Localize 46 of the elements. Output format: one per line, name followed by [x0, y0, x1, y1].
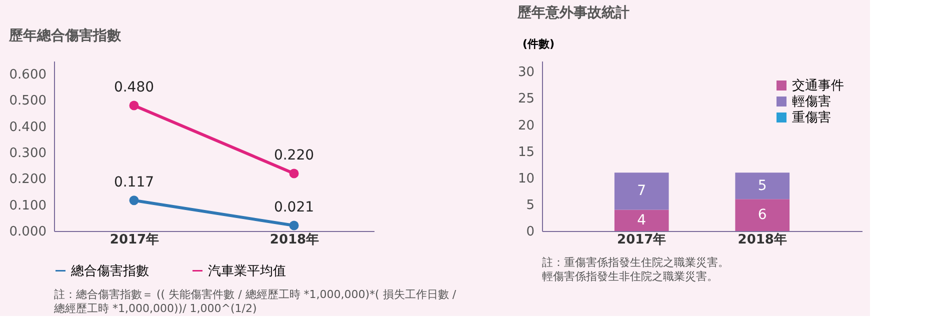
x-tick-label: 2018年	[270, 232, 320, 248]
legend-label: 總合傷害指數	[70, 262, 149, 279]
y-tick-label: 10	[518, 171, 534, 186]
data-label: 0.480	[114, 79, 154, 96]
legend-label: 汽車業平均值	[208, 264, 286, 279]
bar	[614, 172, 669, 210]
point	[289, 168, 299, 178]
y-tick-label: 0.400	[9, 120, 46, 135]
y-tick-label: 0.600	[9, 68, 46, 83]
y-tick-label: 30	[518, 65, 534, 80]
data-label: 0.021	[274, 200, 314, 216]
y-tick-label: 20	[518, 118, 534, 134]
legend-label: 交通事件	[792, 78, 844, 94]
y-tick-label: 0.500	[9, 94, 46, 109]
x-tick-label: 2017年	[617, 232, 666, 248]
bar	[735, 199, 790, 231]
x-tick-label: 2017年	[110, 232, 160, 248]
data-label: 7	[637, 183, 646, 200]
text: 總經歷工時 *1,000,000))/ 1,000^(1/2)	[53, 302, 257, 315]
bar	[614, 210, 669, 231]
y-tick-label: 0	[526, 224, 534, 240]
text: 註：總合傷害指數＝ (( 失能傷害件數 / 總經歷工時 *1,000,000)*( 損失工作日數 /	[54, 288, 456, 301]
y-tick-label: 0.200	[9, 172, 46, 188]
y-tick-label: 5	[526, 198, 534, 213]
chart-title: 歷年總合傷害指數	[8, 27, 122, 44]
text: 註：重傷害係指發生住院之職業災害。	[542, 256, 729, 269]
data-label: 0.117	[114, 174, 154, 190]
data-label: 5	[758, 178, 767, 194]
text: 輕傷害係指發生非住院之職業災害。	[542, 270, 718, 283]
y-tick-label: 0.300	[9, 146, 46, 162]
data-label: 0.220	[274, 147, 314, 164]
point	[289, 220, 299, 230]
legend-label: 重傷害	[792, 110, 831, 126]
point	[129, 196, 139, 206]
y-tick-label: 0.000	[9, 224, 46, 240]
point	[129, 100, 139, 110]
data-label: 4	[637, 212, 646, 228]
data-label: 6	[758, 207, 767, 224]
legend-label: 輕傷害	[792, 94, 831, 110]
y-tick-label: 0.100	[9, 198, 46, 214]
chart-title: 歷年意外事故統計	[516, 4, 630, 21]
y-tick-label: 15	[518, 144, 534, 160]
x-tick-label: 2018年	[738, 232, 787, 248]
bar	[735, 172, 790, 200]
y-axis-title: (件數)	[522, 38, 555, 50]
y-tick-label: 25	[518, 92, 534, 107]
